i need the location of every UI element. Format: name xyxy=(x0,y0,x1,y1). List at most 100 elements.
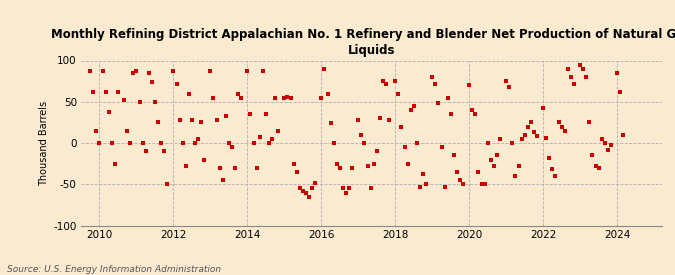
Y-axis label: Thousand Barrels: Thousand Barrels xyxy=(39,100,49,186)
Point xyxy=(199,157,210,162)
Point xyxy=(85,69,96,73)
Point xyxy=(578,67,589,71)
Point xyxy=(230,166,240,170)
Point xyxy=(97,69,108,73)
Point xyxy=(603,147,614,152)
Point xyxy=(267,137,277,141)
Point xyxy=(491,153,502,158)
Point xyxy=(479,182,490,186)
Point xyxy=(192,137,203,141)
Point xyxy=(131,69,142,73)
Point xyxy=(458,182,468,186)
Point xyxy=(150,100,161,104)
Point xyxy=(375,116,385,120)
Point xyxy=(251,166,262,170)
Point xyxy=(190,141,200,145)
Point xyxy=(473,170,484,174)
Point xyxy=(581,75,592,79)
Point xyxy=(599,141,610,145)
Point xyxy=(285,95,296,100)
Point xyxy=(338,186,348,191)
Point xyxy=(590,164,601,168)
Point xyxy=(522,124,533,129)
Point xyxy=(137,141,148,145)
Point xyxy=(433,101,444,106)
Point xyxy=(186,118,197,122)
Point xyxy=(171,81,182,86)
Point xyxy=(596,137,607,141)
Point xyxy=(156,141,167,145)
Point xyxy=(362,164,373,168)
Point xyxy=(353,118,364,122)
Point xyxy=(538,106,549,111)
Point xyxy=(319,67,330,71)
Point xyxy=(233,91,244,96)
Point xyxy=(205,69,216,73)
Point xyxy=(525,120,536,125)
Point xyxy=(119,98,130,102)
Point xyxy=(550,174,561,178)
Point xyxy=(501,79,512,83)
Point xyxy=(103,110,114,115)
Point xyxy=(532,134,543,139)
Point xyxy=(279,95,290,100)
Point xyxy=(365,186,376,191)
Point xyxy=(489,164,500,168)
Point xyxy=(529,130,539,134)
Point xyxy=(439,185,450,189)
Point xyxy=(430,81,441,86)
Point xyxy=(485,157,496,162)
Point xyxy=(446,112,456,116)
Point xyxy=(113,90,124,94)
Point xyxy=(162,182,173,186)
Point xyxy=(547,167,558,172)
Point xyxy=(369,161,379,166)
Point xyxy=(605,143,616,148)
Point xyxy=(223,141,234,145)
Point xyxy=(510,174,521,178)
Point xyxy=(300,190,311,195)
Point xyxy=(464,83,475,87)
Point xyxy=(442,95,453,100)
Point xyxy=(414,185,425,189)
Point xyxy=(263,141,274,145)
Point xyxy=(412,141,423,145)
Point xyxy=(306,186,317,191)
Point xyxy=(328,141,339,145)
Point xyxy=(452,170,462,174)
Point xyxy=(399,145,410,149)
Point xyxy=(245,112,256,116)
Point xyxy=(94,141,105,145)
Point xyxy=(325,121,336,125)
Point xyxy=(381,81,392,86)
Point xyxy=(396,124,407,129)
Point xyxy=(593,166,604,170)
Point xyxy=(544,156,555,160)
Point xyxy=(254,135,265,139)
Point xyxy=(408,104,419,108)
Point xyxy=(304,194,315,199)
Point xyxy=(146,80,157,84)
Point xyxy=(196,120,207,125)
Point xyxy=(180,164,191,168)
Point xyxy=(178,141,188,145)
Point xyxy=(347,166,358,170)
Point xyxy=(541,136,551,140)
Point xyxy=(248,141,259,145)
Point xyxy=(168,69,179,73)
Point xyxy=(402,161,413,166)
Point xyxy=(556,124,567,129)
Point xyxy=(211,118,222,122)
Point xyxy=(128,71,139,75)
Point xyxy=(519,133,530,137)
Point xyxy=(615,90,626,94)
Point xyxy=(448,153,459,158)
Point xyxy=(393,91,404,96)
Point xyxy=(584,120,595,125)
Point xyxy=(214,166,225,170)
Point xyxy=(109,161,120,166)
Point xyxy=(341,190,352,195)
Point xyxy=(298,189,308,193)
Point xyxy=(125,141,136,145)
Point xyxy=(467,108,478,112)
